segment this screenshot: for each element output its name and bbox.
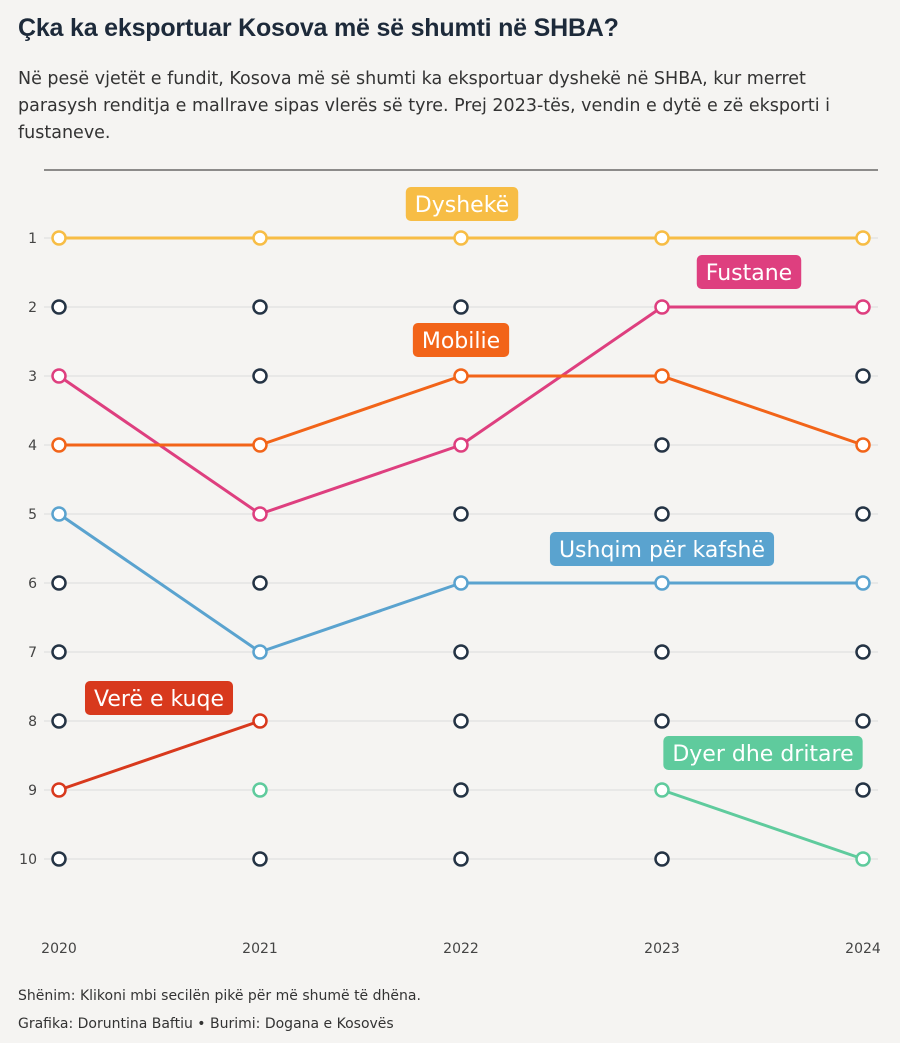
series-label-text: Dyshekë [415, 193, 509, 218]
series-point[interactable] [453, 230, 469, 246]
series-line-segment [258, 374, 463, 447]
rank-point[interactable] [51, 851, 67, 867]
rank-point[interactable] [51, 713, 67, 729]
series-point[interactable] [51, 368, 67, 384]
rank-point[interactable] [51, 644, 67, 660]
series-point[interactable] [252, 437, 268, 453]
series-point[interactable] [252, 230, 268, 246]
series-label-text: Ushqim për kafshë [559, 538, 765, 563]
series-line-segment [57, 719, 262, 792]
rank-point[interactable] [855, 644, 871, 660]
y-tick-label: 2 [28, 300, 37, 316]
footer-credit: Grafika: Doruntina Baftiu • Burimi: Doga… [18, 1016, 394, 1032]
rank-point[interactable] [654, 644, 670, 660]
series-label: Fustane [696, 255, 802, 289]
x-tick-label: 2024 [845, 941, 881, 957]
series-line-segment [258, 443, 463, 516]
rank-point[interactable] [252, 851, 268, 867]
series-point[interactable] [252, 782, 268, 798]
y-tick-label: 3 [28, 369, 37, 385]
rank-point[interactable] [453, 713, 469, 729]
series-label-badge [405, 187, 519, 221]
series-line-segment [660, 788, 865, 861]
rank-point[interactable] [453, 506, 469, 522]
series-point[interactable] [453, 437, 469, 453]
series-label-badge [696, 255, 802, 289]
series-point[interactable] [51, 437, 67, 453]
x-tick-label: 2021 [242, 941, 278, 957]
y-tick-label: 6 [28, 576, 37, 592]
series-point[interactable] [654, 299, 670, 315]
rank-point[interactable] [252, 368, 268, 384]
rank-point[interactable] [855, 506, 871, 522]
rank-point[interactable] [453, 299, 469, 315]
footer-note: Shënim: Klikoni mbi secilën pikë për më … [18, 988, 421, 1004]
rank-point[interactable] [654, 851, 670, 867]
series-point[interactable] [453, 368, 469, 384]
chart-subtitle: Në pesë vjetët e fundit, Kosova më së sh… [18, 69, 830, 143]
series-point[interactable] [252, 713, 268, 729]
series-label-badge [549, 532, 775, 566]
y-tick-label: 1 [28, 231, 37, 247]
rank-point[interactable] [51, 575, 67, 591]
series-point[interactable] [51, 506, 67, 522]
series-label: Verë e kuqe [84, 681, 234, 715]
x-tick-label: 2023 [644, 941, 680, 957]
rank-point[interactable] [855, 713, 871, 729]
y-tick-label: 9 [28, 783, 37, 799]
series-point[interactable] [855, 299, 871, 315]
series-point[interactable] [654, 575, 670, 591]
series-line-segment [660, 374, 865, 447]
rank-point[interactable] [453, 782, 469, 798]
rank-point[interactable] [654, 713, 670, 729]
series-point[interactable] [855, 575, 871, 591]
rank-point[interactable] [51, 299, 67, 315]
y-tick-label: 8 [28, 714, 37, 730]
y-tick-label: 7 [28, 645, 37, 661]
rank-point[interactable] [654, 437, 670, 453]
series-label: Mobilie [412, 323, 510, 357]
rank-point[interactable] [453, 851, 469, 867]
series-point[interactable] [51, 230, 67, 246]
series-line-segment [258, 581, 463, 654]
series-point[interactable] [855, 230, 871, 246]
rank-point[interactable] [855, 368, 871, 384]
series-label: Ushqim për kafshë [549, 532, 775, 566]
y-tick-label: 10 [19, 852, 37, 868]
rank-point[interactable] [855, 782, 871, 798]
series-label-text: Dyer dhe dritare [672, 742, 853, 767]
series-point[interactable] [252, 506, 268, 522]
rank-point[interactable] [252, 299, 268, 315]
series-label: Dyer dhe dritare [663, 736, 863, 770]
series-label-badge [412, 323, 510, 357]
series-point[interactable] [453, 575, 469, 591]
series-point[interactable] [654, 368, 670, 384]
series-label-badge [84, 681, 234, 715]
series-point[interactable] [51, 782, 67, 798]
y-tick-label: 4 [28, 438, 37, 454]
series-label-text: Mobilie [422, 329, 500, 354]
chart-title: Çka ka eksportuar Kosova më së shumti në… [18, 14, 619, 42]
rank-point[interactable] [654, 506, 670, 522]
x-tick-label: 2022 [443, 941, 479, 957]
rank-point[interactable] [453, 644, 469, 660]
rank-point[interactable] [252, 575, 268, 591]
series-label-text: Fustane [706, 261, 792, 286]
rank-chart: 1 2 3 4 5 6 7 8 9 10 2020 2021 2022 2023 2024 Dyshekë… [19, 169, 881, 957]
x-tick-label: 2020 [41, 941, 77, 957]
series-label-badge [663, 736, 863, 770]
series-point[interactable] [855, 437, 871, 453]
series-point[interactable] [654, 782, 670, 798]
series-label: Dyshekë [405, 187, 519, 221]
series-point[interactable] [654, 230, 670, 246]
series-point[interactable] [855, 851, 871, 867]
series-line-segment [57, 512, 262, 654]
series-point[interactable] [252, 644, 268, 660]
series-label-text: Verë e kuqe [94, 687, 224, 712]
y-tick-label: 5 [28, 507, 37, 523]
